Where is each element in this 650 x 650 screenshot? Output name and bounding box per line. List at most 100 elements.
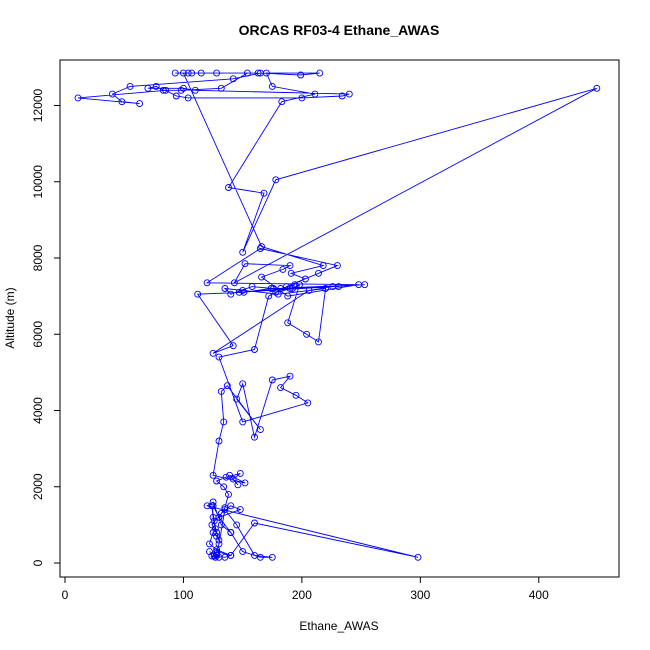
data-point	[227, 551, 235, 559]
data-point	[296, 281, 303, 289]
data-point	[221, 285, 229, 292]
data-point	[286, 285, 294, 292]
data-point	[239, 248, 247, 256]
series-line	[205, 501, 419, 558]
data-point	[251, 519, 258, 527]
plot-frame	[59, 59, 620, 578]
data-point	[333, 262, 341, 270]
data-point	[213, 532, 221, 540]
data-point	[267, 285, 275, 292]
data-point	[274, 290, 282, 298]
data-point	[209, 529, 217, 536]
data-point	[284, 292, 292, 300]
data-point	[194, 290, 202, 298]
y-tick-label: 8000	[31, 244, 45, 271]
data-point	[227, 502, 235, 510]
data-point	[292, 391, 300, 399]
data-point	[304, 399, 312, 407]
data-point	[277, 384, 285, 392]
data-point	[241, 479, 249, 487]
data-point	[208, 521, 216, 529]
series-1	[74, 69, 601, 561]
data-point	[284, 319, 292, 327]
data-point	[209, 349, 217, 357]
data-point	[203, 279, 211, 287]
data-point	[233, 521, 241, 529]
data-point	[188, 69, 196, 77]
x-axis: 0 100 200 300 400	[62, 576, 549, 602]
data-point	[227, 529, 235, 536]
data-point	[184, 69, 192, 77]
data-point	[108, 90, 116, 98]
data-point	[239, 418, 247, 426]
data-point	[213, 529, 221, 536]
x-tick-label: 300	[410, 588, 430, 602]
x-tick-label: 0	[62, 588, 69, 602]
data-point	[210, 517, 218, 525]
data-point	[254, 69, 262, 77]
data-point	[335, 283, 343, 291]
data-point	[172, 92, 180, 100]
data-point	[221, 553, 229, 561]
data-point	[215, 353, 223, 361]
data-point	[191, 86, 199, 94]
data-point	[239, 286, 247, 294]
data-point	[593, 84, 601, 92]
y-tick-label: 6000	[31, 321, 45, 348]
data-point	[229, 475, 237, 483]
data-point	[159, 86, 167, 94]
data-point	[256, 245, 264, 252]
data-point	[287, 269, 295, 277]
data-point	[126, 82, 134, 90]
data-point	[278, 98, 286, 106]
data-point	[220, 418, 228, 426]
chart-title: ORCAS RF03-4 Ethane_AWAS	[239, 22, 440, 38]
data-point	[239, 380, 247, 388]
data-point	[338, 92, 346, 100]
data-point	[215, 513, 223, 521]
data-point	[152, 82, 160, 90]
data-point	[203, 502, 211, 510]
data-point	[223, 382, 231, 390]
data-point	[251, 433, 258, 441]
data-point	[301, 275, 309, 283]
data-point	[414, 553, 422, 561]
data-point	[279, 265, 287, 273]
data-point	[286, 262, 294, 270]
data-point	[315, 269, 322, 277]
data-point	[286, 372, 294, 380]
data-point	[220, 483, 228, 491]
data-point	[303, 330, 311, 338]
y-axis-label: Altitude (m)	[3, 287, 17, 348]
data-point	[268, 376, 276, 384]
data-point	[260, 189, 268, 197]
data-point	[206, 540, 213, 548]
data-point	[283, 283, 290, 291]
data-point	[74, 94, 82, 102]
data-point	[288, 285, 296, 292]
series-2	[203, 498, 422, 561]
data-point	[240, 288, 248, 296]
data-point	[319, 262, 327, 270]
data-point	[215, 540, 223, 548]
series-line	[77, 72, 598, 558]
data-point	[315, 338, 322, 346]
data-point	[213, 477, 221, 485]
data-point	[239, 548, 247, 556]
data-point	[234, 481, 242, 489]
data-point	[322, 285, 330, 292]
y-tick-label: 2000	[31, 473, 45, 500]
data-point	[229, 342, 237, 350]
data-point	[209, 498, 217, 506]
data-point	[272, 176, 280, 184]
y-tick-label: 0	[31, 559, 45, 566]
data-point	[217, 387, 225, 395]
data-point	[179, 69, 187, 77]
data-point	[197, 69, 205, 77]
data-point	[213, 546, 221, 554]
data-point	[265, 292, 273, 300]
data-point	[215, 437, 223, 445]
data-point	[217, 521, 225, 529]
y-tick-label: 12000	[31, 88, 45, 122]
